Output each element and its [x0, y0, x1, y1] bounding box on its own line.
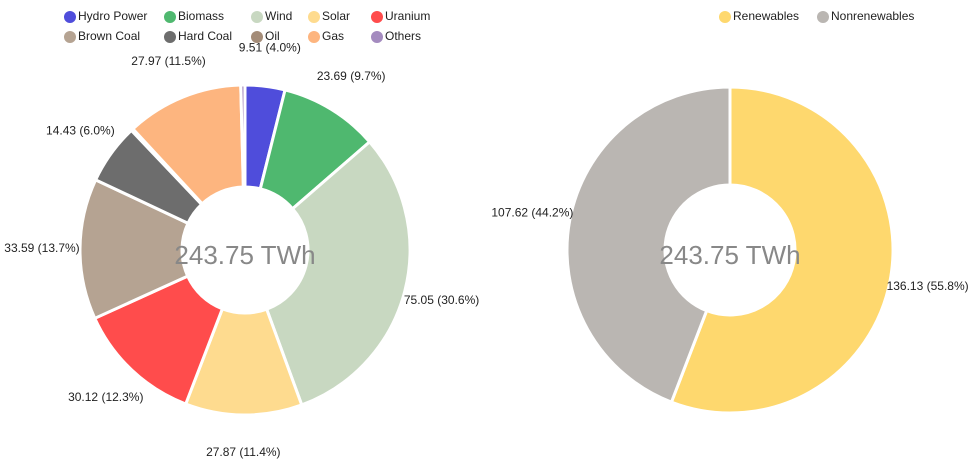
center-label: 243.75 TWh [174, 240, 315, 270]
data-label: 33.59 (13.7%) [4, 241, 79, 255]
legend-marker [251, 11, 263, 23]
data-label: 30.12 (12.3%) [68, 390, 143, 404]
slice [78, 178, 190, 320]
slice [184, 307, 304, 417]
slice [239, 83, 247, 189]
data-label: 107.62 (44.2%) [491, 205, 573, 219]
data-label: 14.43 (6.0%) [46, 123, 115, 137]
legend-marker [164, 31, 176, 43]
slice [131, 83, 245, 206]
data-label: 23.69 (9.7%) [317, 69, 386, 83]
legend-marker [64, 31, 76, 43]
legend-label: Oil [265, 29, 280, 43]
slice [565, 85, 732, 404]
legend-marker [64, 11, 76, 23]
legend-label: Hard Coal [178, 29, 232, 43]
data-label: 9.51 (4.0%) [239, 41, 301, 55]
legend-label: Biomass [178, 9, 224, 23]
legend-label: Others [385, 29, 421, 43]
legend-marker [371, 11, 383, 23]
legend-label: Brown Coal [78, 29, 140, 43]
legend-label: Nonrenewables [831, 9, 914, 23]
legend-label: Gas [322, 29, 344, 43]
data-label: 75.05 (30.6%) [404, 293, 479, 307]
data-label: 27.97 (11.5%) [131, 54, 206, 68]
legend-marker [308, 11, 320, 23]
legend-label: Wind [265, 9, 292, 23]
center-label: 243.75 TWh [659, 240, 800, 270]
slice [265, 140, 412, 407]
legend-label: Uranium [385, 9, 430, 23]
legend-marker [719, 11, 731, 23]
data-label: 136.13 (55.8%) [887, 279, 969, 293]
legend-marker [251, 31, 263, 43]
legend-label: Renewables [733, 9, 799, 23]
legend-marker [817, 11, 829, 23]
legend-marker [164, 11, 176, 23]
legend-label: Solar [322, 9, 350, 23]
legend-label: Hydro Power [78, 9, 147, 23]
data-label: 27.87 (11.4%) [206, 445, 281, 459]
legend-marker [371, 31, 383, 43]
slice [669, 85, 895, 415]
legend-marker [308, 31, 320, 43]
